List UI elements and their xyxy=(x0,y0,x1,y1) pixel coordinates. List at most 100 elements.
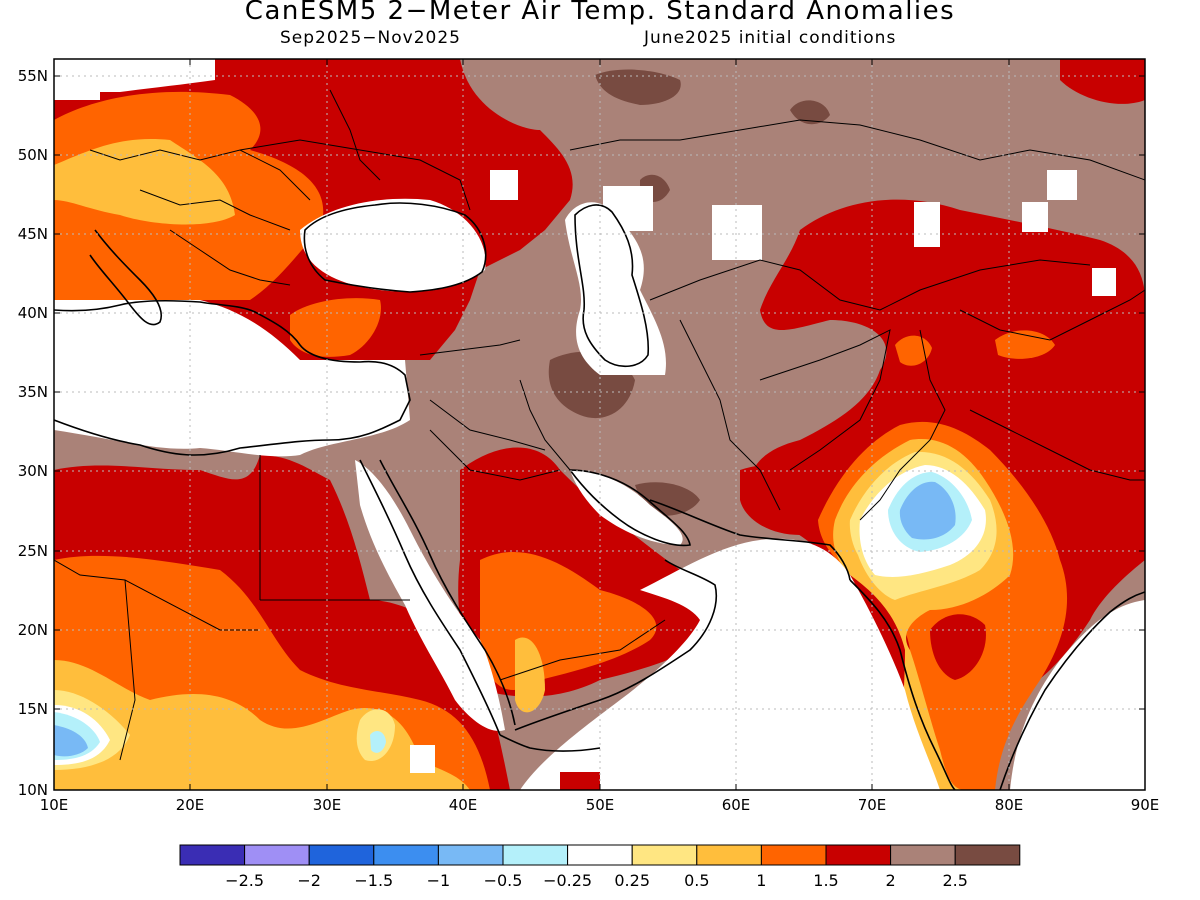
coastlines xyxy=(54,202,1145,790)
colorbar-label: 2.5 xyxy=(942,871,967,890)
lon-label: 10E xyxy=(40,796,69,814)
shade-lightblue-india xyxy=(899,481,956,540)
colorbar-swatch xyxy=(373,844,439,866)
shade-lightblue-chad xyxy=(54,725,88,757)
colorbar-swatch xyxy=(244,844,310,866)
map-title: CanESM5 2−Meter Air Temp. Standard Anoma… xyxy=(244,0,956,26)
coast-iran-south xyxy=(649,499,851,581)
coast-horn xyxy=(499,734,601,752)
mask-balkhash xyxy=(914,202,940,247)
border-yemen xyxy=(499,619,666,681)
coast-mediterranean xyxy=(54,299,411,456)
border-arabia xyxy=(429,429,561,481)
mask-mediterranean xyxy=(54,300,410,457)
colorbar-swatch xyxy=(760,844,827,866)
border-iran-afghan xyxy=(679,319,781,511)
initial-conditions: June2025 initial conditions xyxy=(644,28,897,48)
colorbar-swatch xyxy=(890,844,956,866)
border-europe-2 xyxy=(139,189,291,231)
border-china xyxy=(959,289,1145,341)
border-iran-iraq xyxy=(519,379,571,471)
shade-orange-tibet xyxy=(995,330,1055,359)
border-turkey-syria xyxy=(419,339,521,356)
lon-labels: 10E 20E 30E 40E 50E 60E 70E 80E 90E xyxy=(40,796,1160,814)
mask-aral-west xyxy=(490,170,518,200)
coast-caspian xyxy=(574,204,650,368)
colorbar-swatch xyxy=(567,844,633,866)
colorbar-swatch xyxy=(954,844,1021,866)
tick-marks xyxy=(54,59,1145,790)
colorbar-swatch xyxy=(437,844,504,866)
border-europe-1 xyxy=(89,149,311,201)
lat-label: 35N xyxy=(18,383,48,401)
colorbar-swatch xyxy=(502,844,569,866)
colorbar-label: 1.5 xyxy=(813,871,838,890)
lat-label: 40N xyxy=(18,304,48,322)
mask-lake-ne2 xyxy=(1022,202,1048,232)
mask-persian-gulf xyxy=(570,470,683,545)
coast-persian-gulf xyxy=(569,469,691,547)
shade-cyan-sudan xyxy=(370,730,386,753)
lon-label: 70E xyxy=(858,796,887,814)
colorbar-labels: −2.5 −2 −1.5 −1 −0.5 −0.25 0.25 0.5 1 1.5 2 2.5 xyxy=(225,871,968,890)
shade-lightorange-arabia xyxy=(515,637,545,713)
shade-red-india-center xyxy=(930,614,986,680)
lat-labels: 55N 50N 45N 40N 35N 30N 25N 20N 15N 10N xyxy=(18,67,48,799)
coast-black-sea xyxy=(303,202,487,293)
coast-italy xyxy=(89,229,162,326)
lon-label: 90E xyxy=(1131,796,1160,814)
mask-issyk-kul xyxy=(1092,268,1116,296)
border-afghan-pak xyxy=(759,329,891,471)
mask-arabian-sea xyxy=(520,538,940,790)
mask-aral xyxy=(603,186,653,231)
shade-red-ne-corner xyxy=(1060,59,1145,104)
border-balkans xyxy=(169,229,291,286)
mask-caspian xyxy=(565,202,666,375)
colorbar-label: 2 xyxy=(886,871,896,890)
shade-red-somalia xyxy=(560,772,600,790)
lon-label: 60E xyxy=(722,796,751,814)
lon-label: 50E xyxy=(586,796,615,814)
colorbar-swatch xyxy=(825,844,892,866)
colorbar-swatch xyxy=(631,844,698,866)
forecast-period: Sep2025−Nov2025 xyxy=(280,28,461,48)
gridlines xyxy=(54,59,1145,790)
lat-label: 30N xyxy=(18,462,48,480)
colorbar-label: −2 xyxy=(297,871,321,890)
shade-darkbrown-kaz xyxy=(790,100,830,125)
border-himalaya xyxy=(969,409,1145,481)
coast-red-sea-east xyxy=(379,459,516,726)
border-kaz-north xyxy=(569,119,1145,181)
colorbar-label: 0.25 xyxy=(614,871,650,890)
lat-label: 15N xyxy=(18,700,48,718)
border-europe-3 xyxy=(329,89,381,181)
colorbar-label: −0.5 xyxy=(484,871,523,890)
colorbar-swatch xyxy=(308,844,375,866)
colorbar-label: −1 xyxy=(427,871,451,890)
coast-india-east xyxy=(999,591,1145,790)
colorbar-label: −0.25 xyxy=(543,871,592,890)
colorbar-label: −2.5 xyxy=(225,871,264,890)
mask-north-box xyxy=(54,59,215,100)
border-iraq-saudi xyxy=(429,399,546,451)
mask-lake-tana xyxy=(410,745,435,773)
lat-label: 10N xyxy=(18,781,48,799)
border-india-pak xyxy=(859,329,946,521)
borders xyxy=(54,89,1145,761)
lat-label: 45N xyxy=(18,225,48,243)
coast-red-sea-west xyxy=(359,459,501,736)
colorbar-label: 1 xyxy=(756,871,766,890)
border-kaz-south xyxy=(649,259,1091,311)
lon-label: 20E xyxy=(176,796,205,814)
shade-darkbrown-russia xyxy=(595,69,681,105)
lat-label: 50N xyxy=(18,146,48,164)
coast-arabia-south xyxy=(514,559,717,731)
lat-label: 55N xyxy=(18,67,48,85)
lon-label: 30E xyxy=(313,796,342,814)
coast-india-west xyxy=(849,579,956,790)
lat-label: 20N xyxy=(18,621,48,639)
colorbar xyxy=(179,844,1021,866)
anomaly-field xyxy=(54,59,1145,790)
colorbar-label: −1.5 xyxy=(354,871,393,890)
